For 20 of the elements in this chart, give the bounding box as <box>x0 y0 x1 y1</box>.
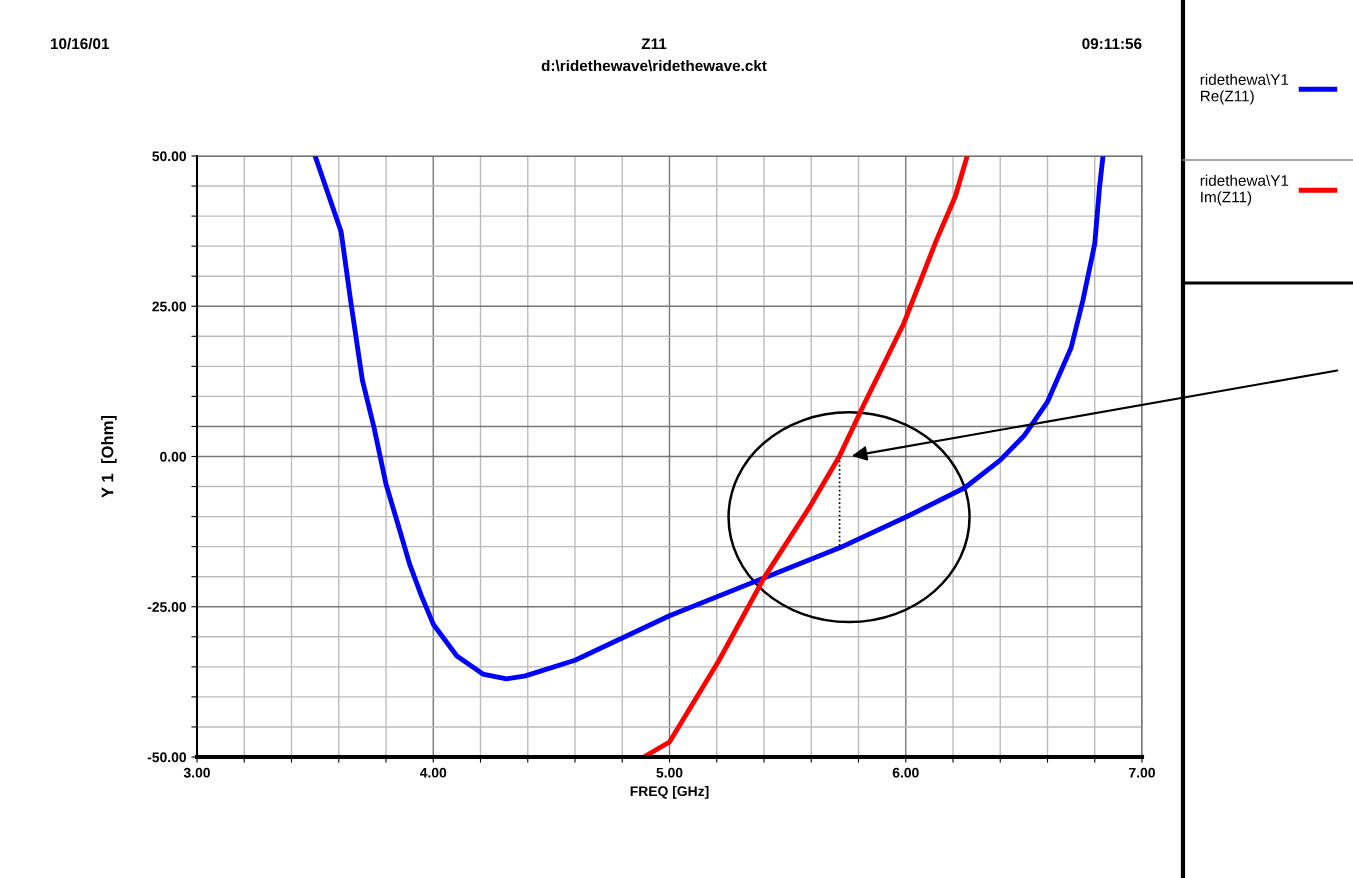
y-tick-label: 25.00 <box>152 301 187 312</box>
text: 10/16/01 <box>50 37 110 50</box>
x-tick-label: 7.00 <box>1129 767 1155 778</box>
chart-subtitle: d:\ridethewave\ridethewave.ckt <box>541 59 767 72</box>
text: 09:11:56 <box>1082 38 1142 50</box>
x-tick-label: 5.00 <box>656 767 683 778</box>
y-tick-label: -50.00 <box>147 752 187 763</box>
y-tick-label: 50.00 <box>152 151 187 162</box>
x-tick-label: 3.00 <box>183 767 210 778</box>
x-tick-label: 6.00 <box>892 767 919 778</box>
line-series <box>643 156 970 757</box>
chart-title: Z11 <box>641 38 667 49</box>
line-series <box>312 156 1106 682</box>
y-axis-title: Y 1 [Ohm] <box>101 415 117 498</box>
x-tick-label: 4.00 <box>419 767 447 778</box>
x-axis-title: FREQ [GHz] <box>630 785 709 799</box>
y-tick-label: -25.00 <box>147 602 187 612</box>
y-tick-label: 0.00 <box>160 451 187 462</box>
legend-label: ridethewa\Y1 Re(Z11) <box>1200 73 1289 105</box>
legend-label: ridethewa\Y1 Im(Z11) <box>1200 174 1289 206</box>
